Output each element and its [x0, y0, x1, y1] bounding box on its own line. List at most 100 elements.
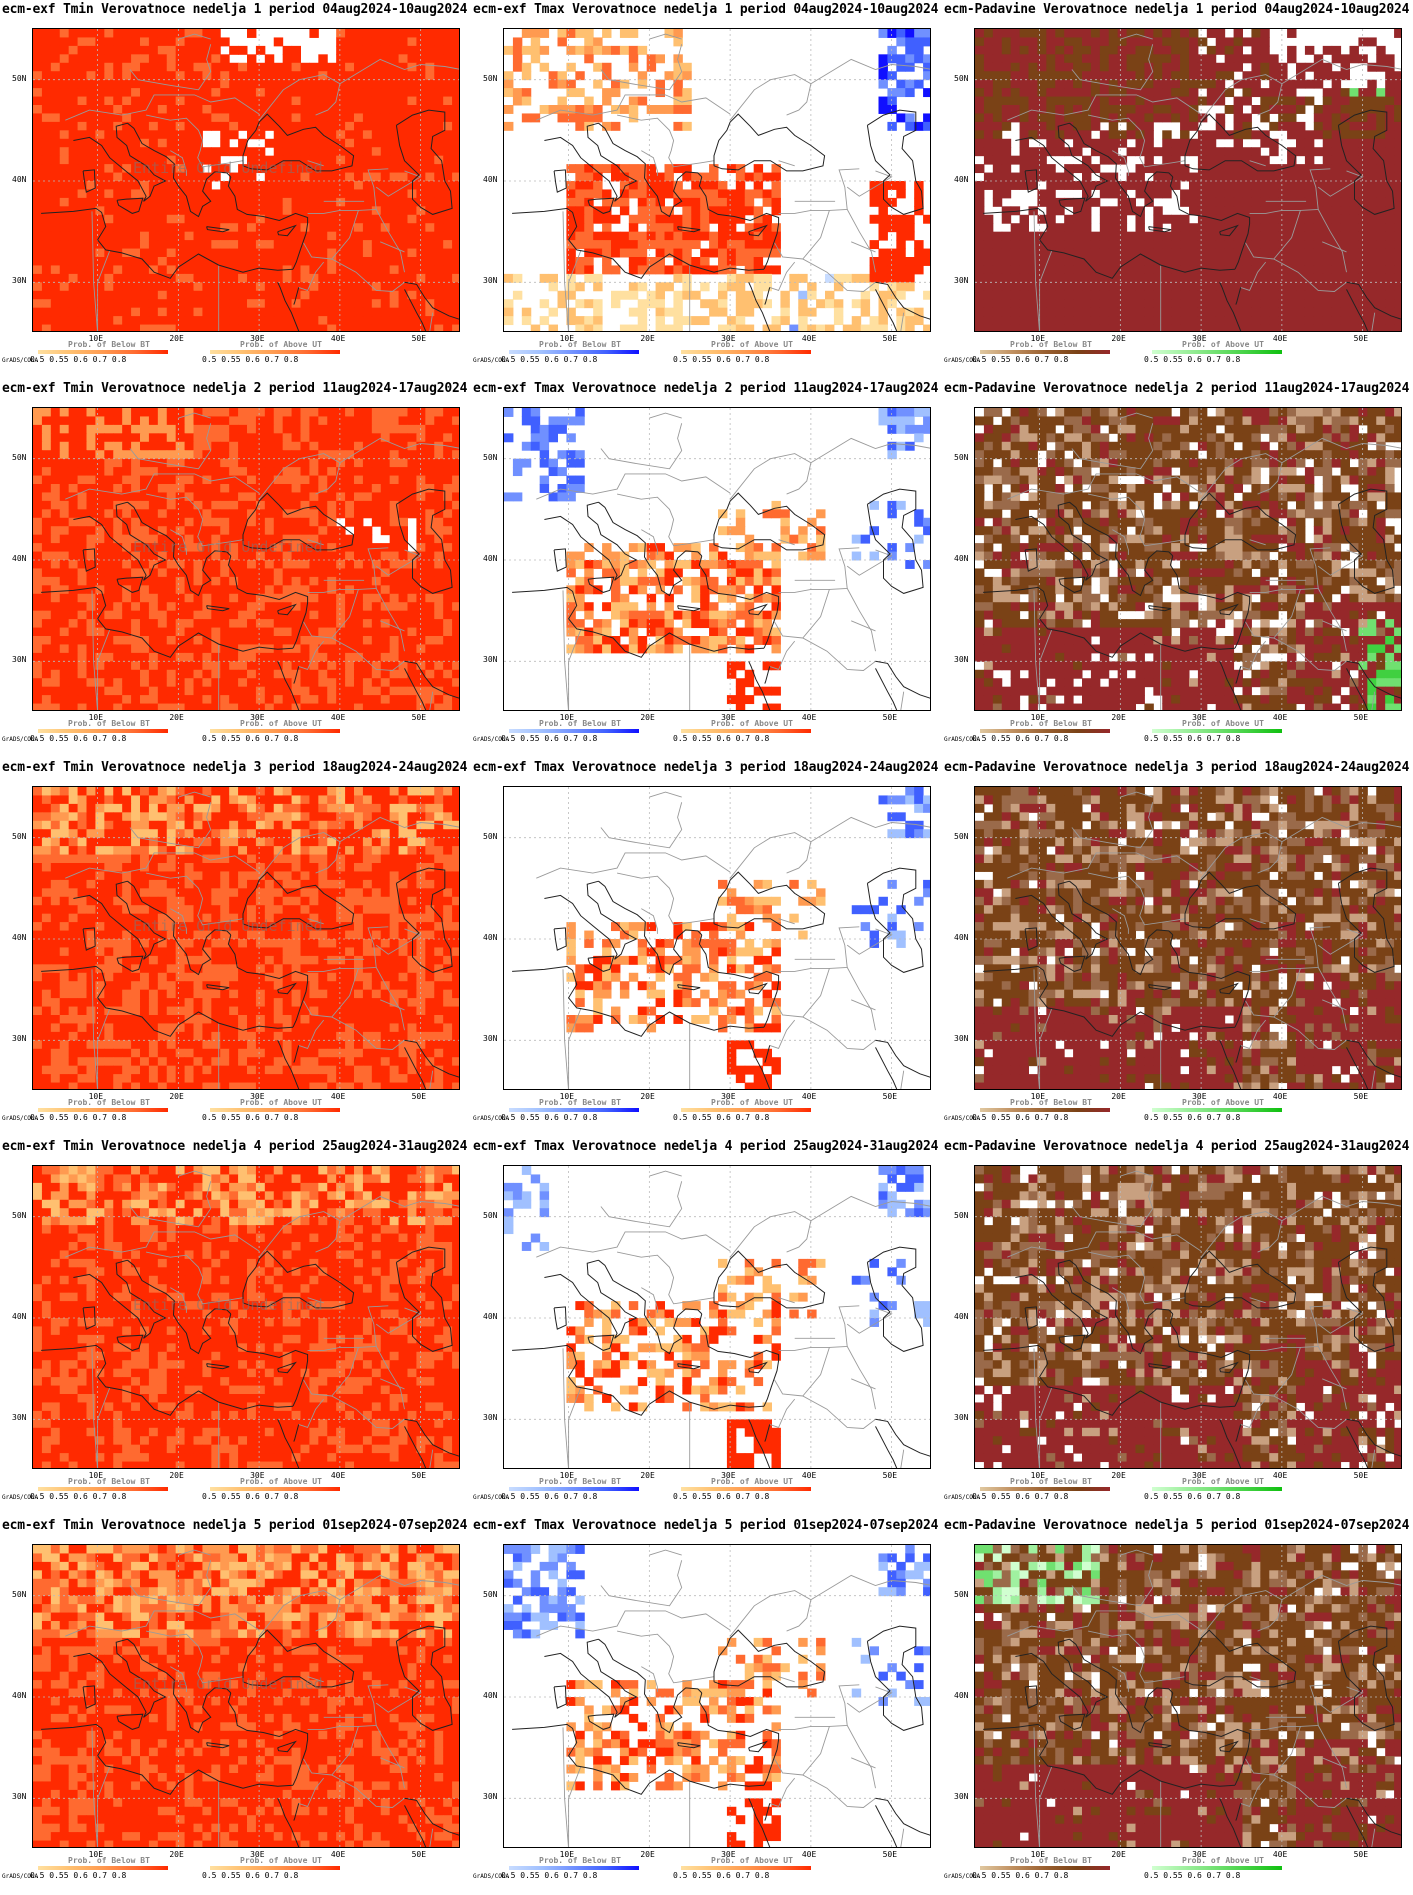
grid-cell: [247, 526, 257, 536]
grid-cell: [238, 509, 248, 519]
grid-cell: [1322, 240, 1333, 250]
grid-cell: [131, 475, 141, 485]
grid-cell: [452, 517, 459, 527]
grid-cell: [247, 172, 257, 182]
coastline: [587, 197, 615, 214]
country-border: [331, 210, 359, 260]
country-border: [900, 312, 905, 331]
grid-cell: [247, 551, 257, 561]
grid-cell: [664, 214, 674, 224]
grid-cell: [443, 517, 453, 527]
grid-cell: [202, 299, 212, 309]
country-border: [1071, 44, 1154, 91]
grid-cell: [122, 45, 132, 55]
grid-cell: [744, 273, 755, 283]
grid-cell: [113, 96, 123, 106]
grid-cell: [1215, 121, 1226, 131]
grid-cell: [50, 147, 61, 157]
grid-cell: [1099, 240, 1110, 250]
grid-cell: [1037, 54, 1047, 64]
grid-cell: [530, 45, 541, 55]
grid-cell: [655, 223, 665, 233]
grid-cell: [452, 121, 459, 131]
grid-cell: [166, 37, 177, 47]
grid-cell: [273, 307, 284, 317]
grid-cell: [193, 517, 203, 527]
grid-cell: [345, 223, 355, 233]
grid-cell: [264, 450, 275, 460]
grid-cell: [1162, 113, 1172, 123]
grid-cell: [1135, 231, 1145, 241]
grid-cell: [255, 299, 266, 309]
grid-cell: [1108, 181, 1119, 190]
grid-cell: [504, 45, 514, 55]
grid-cell: [264, 467, 275, 477]
grid-cell: [1064, 37, 1074, 47]
grid-cell: [202, 484, 212, 493]
grid-cell: [157, 37, 168, 47]
grid-cell: [584, 181, 594, 190]
grid-cell: [726, 206, 737, 216]
grid-cell: [1010, 240, 1021, 250]
grid-cell: [327, 408, 337, 417]
grid-cell: [398, 62, 408, 72]
lon-tick-label: 40E: [1272, 334, 1288, 343]
grid-cell: [1358, 214, 1368, 224]
grid-cell: [923, 62, 930, 72]
grid-cell: [264, 214, 275, 224]
grid-cell: [619, 105, 630, 114]
grid-cell: [389, 324, 400, 331]
grid-cell: [184, 484, 194, 493]
grid-cell: [504, 273, 514, 283]
grid-cell: [1126, 265, 1136, 275]
grid-cell: [1233, 316, 1243, 326]
grid-cell: [77, 257, 87, 266]
grid-cell: [1349, 130, 1359, 140]
grid-cell: [425, 441, 435, 451]
country-border: [303, 242, 405, 292]
grid-cell: [211, 299, 221, 309]
grid-cell: [1206, 71, 1217, 81]
grid-cell: [122, 79, 132, 89]
grid-cell: [255, 155, 266, 165]
grid-cell: [416, 240, 426, 250]
grid-cell: [1242, 71, 1252, 81]
grid-cell: [1367, 130, 1377, 140]
grid-cell: [140, 433, 150, 443]
grid-cell: [148, 307, 159, 317]
grid-cell: [1269, 299, 1279, 309]
grid-cell: [1099, 130, 1110, 140]
grid-cell: [1340, 197, 1350, 207]
grid-cell: [584, 265, 594, 275]
grid-cell: [975, 71, 985, 81]
grid-cell: [1108, 257, 1119, 266]
grid-cell: [735, 189, 746, 199]
grid-cell: [41, 273, 52, 283]
grid-cell: [1376, 45, 1386, 55]
grid-cell: [389, 223, 400, 233]
grid-cell: [1189, 290, 1199, 300]
grid-cell: [1296, 79, 1306, 89]
grid-cell: [1064, 105, 1074, 114]
grid-cell: [68, 155, 79, 165]
grid-cell: [220, 71, 230, 81]
grid-cell: [1055, 105, 1065, 114]
grid-cell: [1019, 62, 1029, 72]
grid-cell: [148, 155, 159, 165]
grid-cell: [1090, 96, 1101, 106]
grid-cell: [1331, 282, 1342, 292]
grid-cell: [148, 416, 159, 426]
grid-cell: [398, 551, 408, 561]
grid-cell: [425, 509, 435, 519]
grid-cell: [148, 467, 159, 477]
grid-cell: [1135, 71, 1145, 81]
coastline: [512, 207, 765, 279]
grid-cell: [1394, 324, 1401, 331]
grid-cell: [1073, 248, 1083, 258]
grid-cell: [175, 223, 186, 233]
grid-cell: [318, 273, 328, 283]
grid-cell: [1117, 71, 1128, 81]
grid-cell: [1037, 45, 1047, 55]
grid-cell: [345, 121, 355, 131]
grid-cell: [354, 424, 364, 434]
